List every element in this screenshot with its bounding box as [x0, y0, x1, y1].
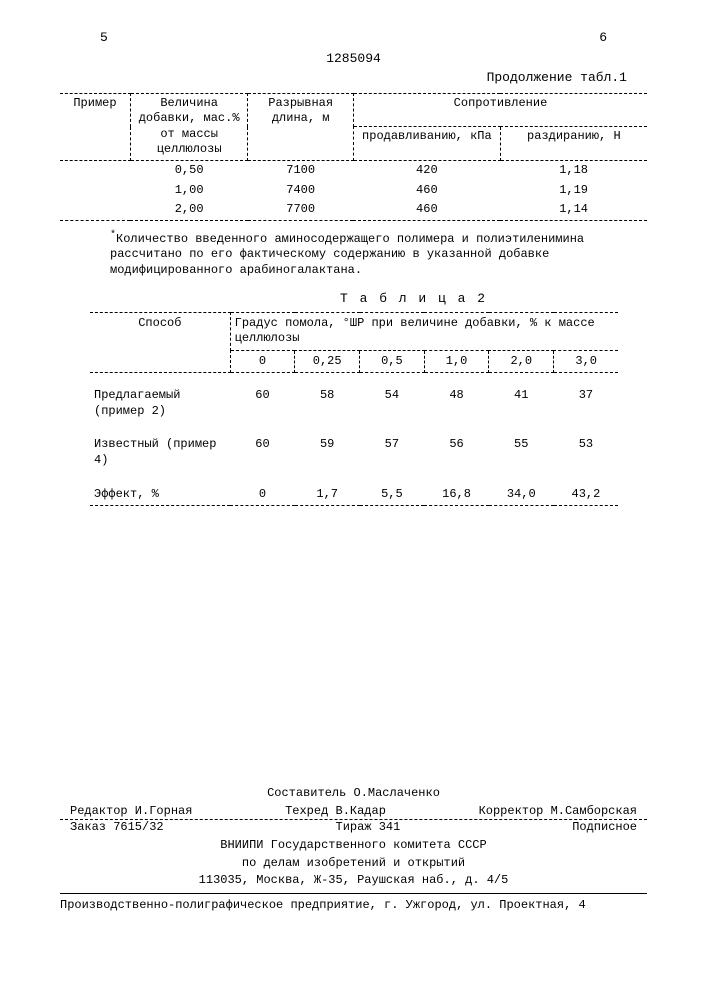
page-right: 6: [599, 30, 607, 47]
doc-number: 1285094: [60, 51, 647, 68]
table-1: Пример Величина добавки, мас.% от массы …: [60, 93, 647, 221]
table-2: Способ Градус помола, °ШР при величине д…: [90, 312, 618, 507]
footer: Составитель О.Маслаченко Редактор И.Горн…: [60, 786, 647, 913]
press: Производственно-полиграфическое предприя…: [60, 898, 647, 914]
table-row: 2,0077004601,14: [60, 200, 647, 220]
order: Заказ 7615/32: [70, 820, 164, 836]
table-row: Предлагаемый (пример 2) 605854484137: [90, 385, 618, 422]
table1-group: Сопротивление: [353, 93, 647, 127]
table2-col1: Способ: [90, 312, 230, 373]
compiler: Составитель О.Маслаченко: [60, 786, 647, 802]
editor: Редактор И.Горная: [70, 804, 192, 820]
table2-subcol: 0,25: [295, 350, 360, 373]
org2: по делам изобретений и открытий: [60, 856, 647, 872]
table1-sub1: продавливанию, кПа: [353, 127, 500, 161]
footnote-text: Количество введенного аминосодержащего п…: [110, 232, 584, 277]
table1-col2: Величина добавки, мас.% от массы целлюло…: [130, 93, 247, 160]
table2-subcol: 0,5: [360, 350, 425, 373]
table2-title: Т а б л и ц а 2: [180, 291, 647, 308]
table2-subcol: 3,0: [554, 350, 619, 373]
address: 113035, Москва, Ж-35, Раушская наб., д. …: [60, 873, 647, 889]
table-row: 0,5071004201,18: [60, 161, 647, 181]
continuation-label: Продолжение табл.1: [60, 70, 647, 87]
corrector: Корректор М.Самборская: [479, 804, 637, 820]
tirazh: Тираж 341: [336, 820, 401, 836]
table1-col1: Пример: [60, 93, 130, 160]
org1: ВНИИПИ Государственного комитета СССР: [60, 838, 647, 854]
table2-subcol: 2,0: [489, 350, 554, 373]
table2-group: Градус помола, °ШР при величине добавки,…: [230, 312, 618, 350]
table-row: 1,0074004601,19: [60, 181, 647, 201]
tech: Техред В.Кадар: [285, 804, 386, 820]
page-left: 5: [100, 30, 108, 47]
table2-subcol: 1,0: [424, 350, 489, 373]
table-row: Известный (пример 4) 605957565553: [90, 434, 618, 471]
table-row: Эффект, % 01,75,516,834,043,2: [90, 484, 618, 506]
footnote: *Количество введенного аминосодержащего …: [110, 229, 617, 279]
subscription: Подписное: [572, 820, 637, 836]
table1-col3: Разрывная длина, м: [248, 93, 354, 160]
table2-subcol: 0: [230, 350, 295, 373]
table1-sub2: раздиранию, Н: [500, 127, 647, 161]
